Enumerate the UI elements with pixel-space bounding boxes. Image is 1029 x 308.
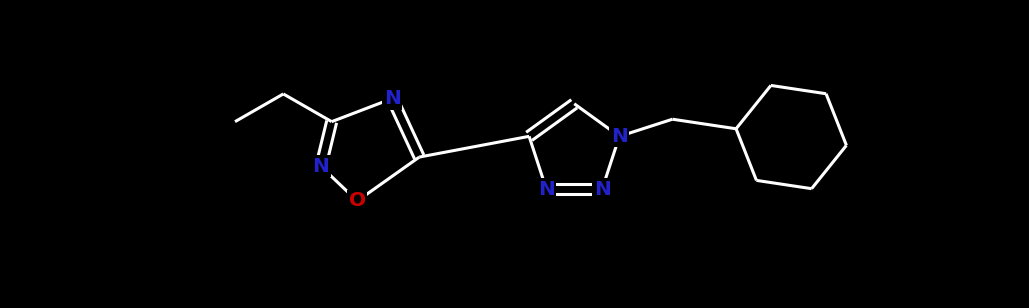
Text: N: N: [313, 157, 329, 176]
Text: N: N: [384, 89, 400, 108]
Text: N: N: [611, 127, 628, 146]
Text: N: N: [538, 180, 555, 199]
Text: O: O: [349, 192, 366, 210]
Text: N: N: [594, 180, 610, 199]
